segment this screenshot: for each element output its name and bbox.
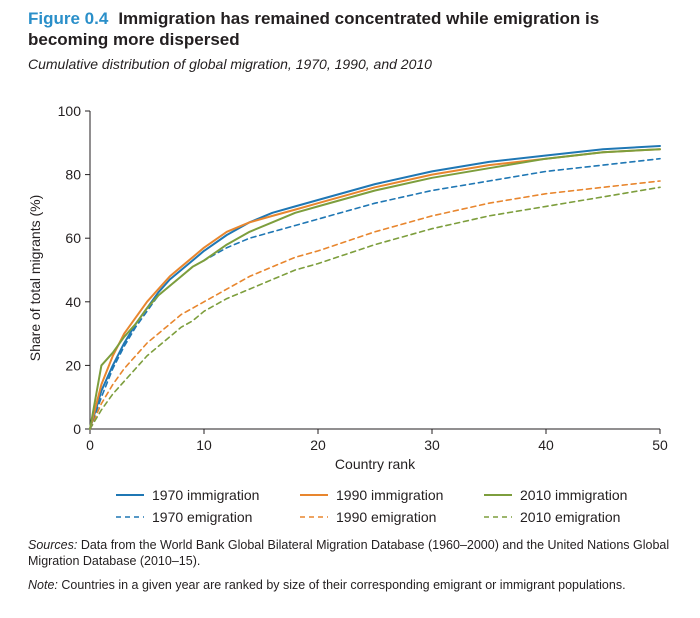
legend-row-emigration: 1970 emigration 1990 emigration 2010 emi… [116, 506, 676, 528]
note: Note: Countries in a given year are rank… [28, 577, 678, 593]
legend-label: 1990 immigration [336, 487, 444, 503]
legend-row-immigration: 1970 immigration 1990 immigration 2010 i… [116, 484, 676, 506]
legend-item: 2010 immigration [484, 487, 668, 503]
y-axis-label: Share of total migrants (%) [27, 195, 43, 362]
x-tick-label: 20 [310, 437, 326, 453]
sources-note: Sources: Data from the World Bank Global… [28, 537, 678, 569]
legend-label: 1970 emigration [152, 509, 253, 525]
chart-legend: 1970 immigration 1990 immigration 2010 i… [116, 484, 676, 528]
y-tick-label: 40 [65, 294, 81, 310]
x-tick-label: 0 [86, 437, 94, 453]
legend-swatch [116, 494, 144, 496]
figure-title: Figure 0.4 Immigration has remained conce… [28, 8, 678, 50]
figure-notes: Sources: Data from the World Bank Global… [28, 537, 678, 601]
legend-swatch [484, 516, 512, 518]
series-line-1990-immigration [89, 148, 661, 430]
series-line-2010-immigration [89, 148, 661, 430]
series-line-1990-emigration [89, 180, 661, 430]
legend-label: 1970 immigration [152, 487, 260, 503]
sources-label: Sources: [28, 538, 78, 552]
x-tick-label: 50 [652, 437, 668, 453]
series-line-1970-emigration [89, 157, 661, 430]
legend-label: 2010 emigration [520, 509, 621, 525]
y-tick-label: 100 [58, 103, 82, 119]
x-axis-label: Country rank [335, 456, 416, 472]
y-tick-label: 60 [65, 230, 81, 246]
legend-label: 1990 emigration [336, 509, 437, 525]
legend-swatch [484, 494, 512, 496]
figure-subtitle: Cumulative distribution of global migrat… [28, 56, 432, 72]
series-line-1970-immigration [89, 145, 661, 430]
x-tick-label: 30 [424, 437, 440, 453]
figure-header: Figure 0.4 Immigration has remained conce… [28, 8, 678, 72]
legend-item: 1990 immigration [300, 487, 484, 503]
series-line-2010-emigration [89, 186, 661, 430]
legend-item: 1970 emigration [116, 509, 300, 525]
note-label: Note: [28, 578, 58, 592]
legend-swatch [116, 516, 144, 518]
legend-swatch [300, 516, 328, 518]
figure-title-text: Immigration has remained concentrated wh… [28, 9, 600, 49]
y-tick-label: 20 [65, 357, 81, 373]
note-text: Countries in a given year are ranked by … [61, 578, 626, 592]
figure-label: Figure 0.4 [28, 9, 109, 28]
x-tick-label: 40 [538, 437, 554, 453]
y-tick-label: 80 [65, 167, 81, 183]
legend-item: 1970 immigration [116, 487, 300, 503]
legend-label: 2010 immigration [520, 487, 628, 503]
legend-swatch [300, 494, 328, 496]
legend-item: 2010 emigration [484, 509, 668, 525]
y-tick-label: 0 [73, 421, 81, 437]
legend-item: 1990 emigration [300, 509, 484, 525]
x-tick-label: 10 [196, 437, 212, 453]
line-chart: 0 20 40 60 80 100 0 10 20 30 40 50 Country rank Share… [27, 103, 668, 472]
sources-text: Data from the World Bank Global Bilatera… [28, 538, 670, 568]
